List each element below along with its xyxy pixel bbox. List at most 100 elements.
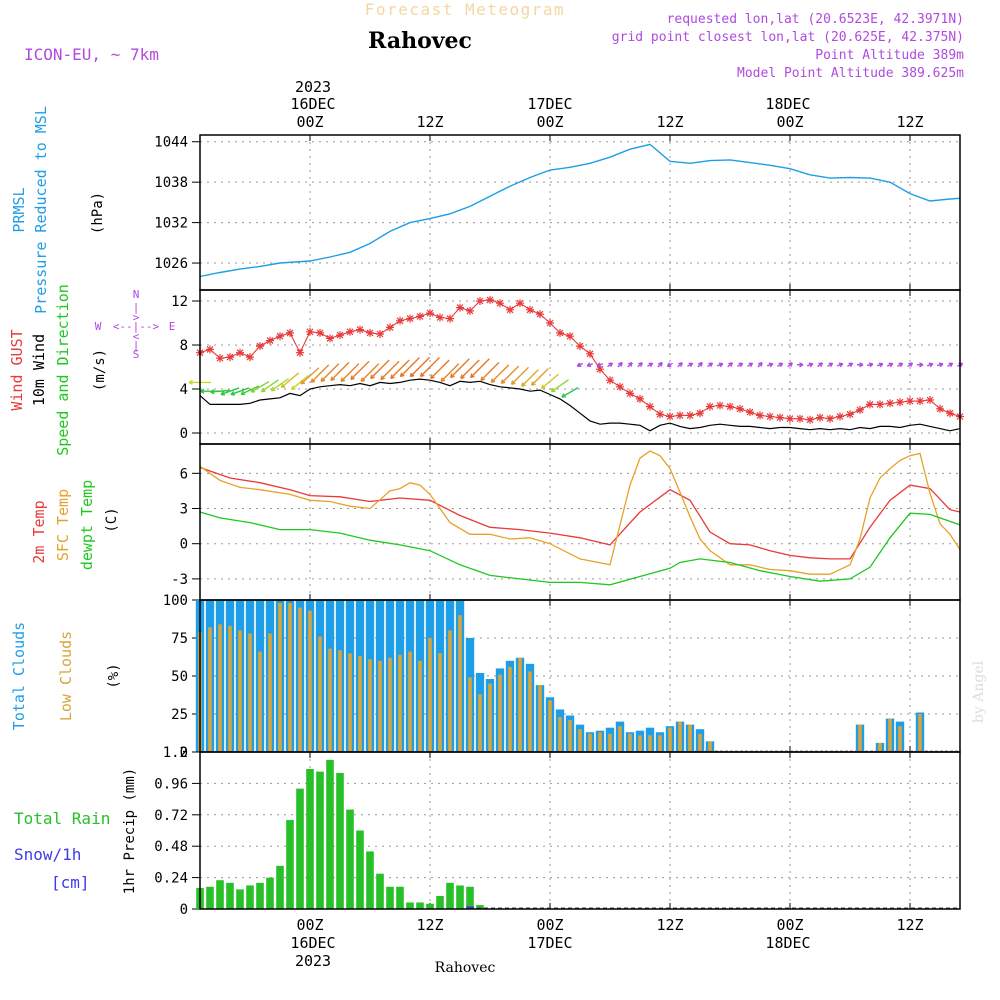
footer-location: Rahovec	[435, 960, 496, 976]
gust-marker	[416, 312, 424, 321]
gust-marker	[916, 397, 924, 406]
low-clouds-bar	[338, 650, 342, 752]
y-tick-label: 0	[180, 537, 188, 553]
top-day-label: 16DEC	[290, 95, 335, 113]
panel-frame	[199, 443, 961, 601]
wind-arrow	[936, 362, 944, 368]
gust-marker	[746, 408, 754, 417]
wind-arrow	[380, 360, 400, 381]
low-clouds-bar	[698, 733, 702, 752]
rain-bar	[306, 769, 314, 909]
low-clouds-bar	[408, 651, 412, 752]
wind-arrow	[917, 362, 924, 368]
low-clouds-bar	[678, 721, 682, 752]
temp-2m-line	[199, 466, 961, 560]
gust-marker	[926, 396, 934, 404]
temp-unit: (C)	[104, 507, 120, 532]
bottom-year-label: 2023	[295, 952, 331, 970]
rain-bar	[456, 885, 464, 909]
wind-arrow	[737, 362, 744, 368]
rain-bar	[246, 885, 254, 909]
wind-arrow	[440, 363, 460, 383]
pressure-label-prmsl: PRMSL	[10, 187, 28, 232]
gust-marker	[506, 305, 514, 314]
low-clouds-bar	[318, 636, 322, 752]
rain-bar	[256, 882, 264, 909]
gust-marker	[626, 389, 634, 398]
rain-bar	[406, 902, 414, 909]
gust-marker	[816, 413, 824, 422]
rain-bar	[296, 788, 304, 909]
y-tick-label: 12	[171, 294, 188, 310]
wind-arrow	[561, 387, 579, 398]
wind-arrow	[240, 385, 260, 396]
gust-marker	[276, 332, 284, 341]
gust-marker	[546, 319, 554, 327]
wind-arrow	[220, 387, 240, 396]
snow-unit-label: [cm]	[51, 873, 90, 892]
panel-frame	[199, 134, 961, 291]
low-clouds-bar	[438, 653, 442, 752]
wind-arrow	[876, 362, 884, 368]
top-day-label: 17DEC	[527, 95, 572, 113]
precip-unit: 1hr Precip (mm)	[122, 768, 138, 894]
gust-marker	[406, 314, 414, 323]
low-clouds-bar	[528, 671, 532, 752]
gust-marker	[566, 332, 574, 341]
wind-arrow	[907, 362, 914, 368]
gust-marker	[316, 328, 324, 337]
low-clouds-bar	[888, 718, 892, 752]
wind-arrow	[300, 367, 320, 385]
svg-text:|: |	[133, 301, 140, 314]
low-clouds-bar	[428, 638, 432, 752]
y-tick-label: 0	[180, 745, 188, 761]
low-clouds-bar	[608, 733, 612, 752]
gust-marker	[906, 397, 914, 406]
rain-bar	[376, 873, 384, 909]
wind-arrow	[510, 366, 529, 385]
gust-marker	[556, 328, 564, 337]
gust-marker	[476, 297, 484, 305]
y-tick-label: 8	[180, 338, 188, 354]
wind-unit: (m/s)	[92, 349, 108, 391]
gust-marker	[456, 303, 464, 312]
gust-marker	[296, 348, 304, 357]
gust-marker	[346, 327, 354, 336]
bottom-time-tick-label: 12Z	[416, 916, 443, 934]
y-tick-label: 0.72	[154, 808, 188, 824]
low-clouds-bar	[468, 677, 472, 752]
wind-arrow	[697, 362, 703, 368]
gust-marker	[866, 400, 874, 409]
wind-arrow	[607, 362, 614, 368]
gust-marker	[596, 365, 604, 374]
gust-marker	[326, 334, 334, 343]
wind-arrow	[637, 362, 643, 368]
pressure-label-msl: Pressure Reduced to MSL	[32, 106, 50, 314]
gust-marker	[666, 412, 674, 421]
low-clouds-bar	[328, 648, 332, 752]
wind-arrow	[766, 362, 774, 368]
wind-arrow	[716, 362, 724, 368]
wind-arrow	[500, 365, 520, 384]
wind-arrow	[727, 362, 733, 368]
y-tick-label: 1.2	[163, 745, 188, 761]
svg-text:<: <	[133, 330, 140, 343]
gust-line	[199, 299, 961, 421]
panel-frame	[199, 289, 961, 445]
wind-compass: N | > W <--|--> E < | S	[95, 288, 176, 361]
panel-temperature: -3 0 3 6	[171, 444, 961, 600]
pressure-line	[199, 143, 961, 278]
low-clouds-bar	[298, 607, 302, 752]
gust-marker	[726, 402, 734, 411]
gust-marker	[846, 410, 854, 419]
y-tick-label: 0.24	[154, 871, 188, 887]
rain-bar	[386, 886, 394, 909]
model-label: ICON-EU, ~ 7km	[24, 45, 159, 64]
wind-arrow	[340, 363, 360, 383]
wind-arrow	[399, 357, 420, 378]
rain-bar	[396, 886, 404, 909]
gust-marker	[616, 382, 624, 391]
low-clouds-bar	[558, 717, 562, 752]
low-clouds-bar	[268, 633, 272, 752]
rain-bar	[356, 830, 364, 909]
